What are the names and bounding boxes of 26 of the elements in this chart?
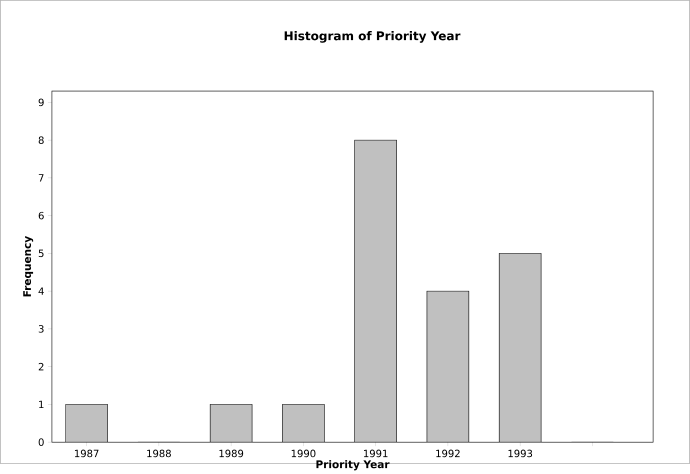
bar: [282, 404, 325, 442]
x-tick-label: 1987: [74, 450, 98, 458]
x-tick-label: 1990: [292, 450, 316, 458]
x-tick-label: 1989: [219, 450, 244, 458]
bar: [210, 404, 252, 442]
x-tick-label: 1991: [364, 450, 388, 458]
y-tick-label: 5: [38, 250, 44, 258]
y-axis-title: Frequency: [23, 236, 34, 297]
y-tick-label: 7: [38, 174, 44, 182]
x-tick-label: 1992: [436, 450, 460, 458]
x-tick-label: 1988: [147, 450, 171, 458]
y-tick-label: 9: [38, 98, 44, 106]
y-tick-label: 4: [38, 288, 44, 295]
y-tick-label: 0: [38, 438, 44, 446]
x-axis-title: Priority Year: [316, 460, 390, 470]
y-tick-label: 1: [39, 400, 44, 408]
x-tick-label: 1993: [508, 450, 532, 458]
y-tick-label: 8: [38, 136, 44, 144]
bar: [426, 290, 470, 442]
bar: [65, 404, 108, 442]
bar: [354, 140, 397, 442]
chart-title: Histogram of Priority Year: [284, 31, 460, 43]
y-tick-label: 6: [38, 212, 44, 220]
bar: [498, 253, 542, 442]
y-tick-label: 3: [38, 325, 44, 333]
y-tick-label: 2: [38, 363, 44, 371]
